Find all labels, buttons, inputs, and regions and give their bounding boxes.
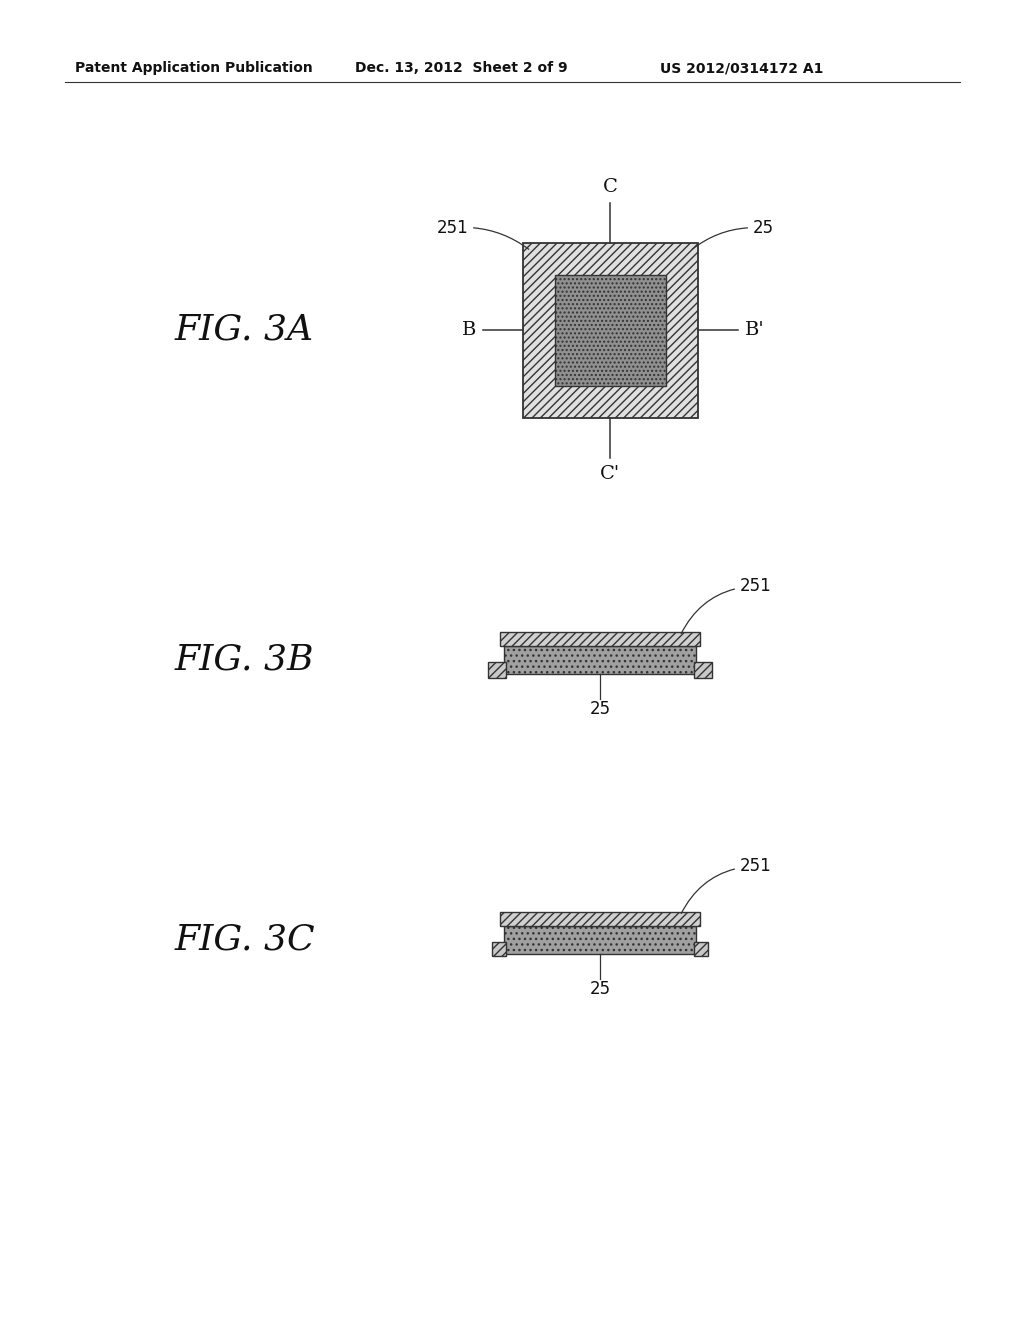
Text: US 2012/0314172 A1: US 2012/0314172 A1 xyxy=(660,61,823,75)
Text: 25: 25 xyxy=(692,219,774,249)
Bar xyxy=(555,275,666,385)
Bar xyxy=(500,632,700,645)
Text: B: B xyxy=(462,321,476,339)
Bar xyxy=(492,942,506,956)
Bar xyxy=(523,243,698,418)
Text: C: C xyxy=(602,178,617,195)
Text: FIG. 3A: FIG. 3A xyxy=(175,313,314,347)
Text: 251: 251 xyxy=(436,219,528,249)
Text: FIG. 3C: FIG. 3C xyxy=(175,923,315,957)
Text: FIG. 3B: FIG. 3B xyxy=(175,643,314,677)
Bar xyxy=(488,663,506,678)
Bar xyxy=(504,645,696,675)
Text: Dec. 13, 2012  Sheet 2 of 9: Dec. 13, 2012 Sheet 2 of 9 xyxy=(355,61,567,75)
Text: 25: 25 xyxy=(590,700,610,718)
Bar xyxy=(500,912,700,927)
Bar xyxy=(504,927,696,954)
Bar xyxy=(694,663,712,678)
Text: C': C' xyxy=(600,465,621,483)
Text: 25: 25 xyxy=(590,979,610,998)
Text: 251: 251 xyxy=(681,577,772,634)
Text: Patent Application Publication: Patent Application Publication xyxy=(75,61,312,75)
Text: 251: 251 xyxy=(681,857,772,913)
Text: B': B' xyxy=(745,321,765,339)
Bar xyxy=(694,942,708,956)
